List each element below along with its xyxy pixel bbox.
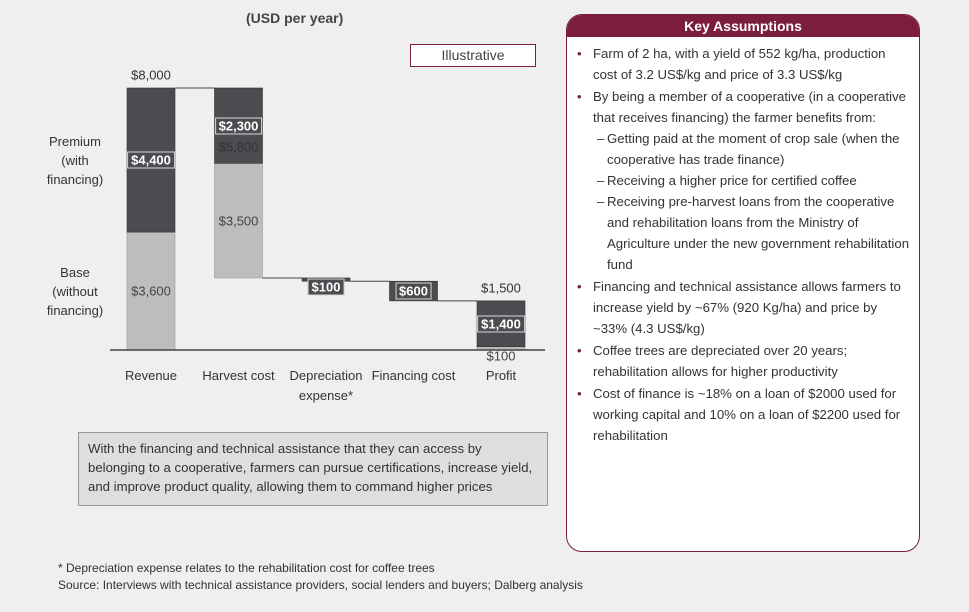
series-label: Base (without financing) [46,265,104,319]
assumption: Financing and technical assistance allow… [577,276,911,339]
annotation: Illustrative [410,44,536,67]
sub-assumption: Receiving a higher price for certified c… [597,170,911,191]
assumption: By being a member of a cooperative (in a… [577,86,911,275]
total-label: $8,000 [131,67,171,83]
assumption-text: Cost of finance is ~18% on a loan of $20… [593,386,901,443]
assumption-text: Farm of 2 ha, with a yield of 552 kg/ha,… [593,46,886,82]
value-label: $2,300 [214,117,263,135]
series-label: Premium (with financing) [46,134,104,188]
value-label: $4,400 [127,151,175,169]
assumption-text: By being a member of a cooperative (in a… [593,89,907,125]
sub-assumption: Receiving pre-harvest loans from the coo… [597,191,911,275]
x-tick-label: Profit [485,368,517,383]
total-label: $5,800 [218,139,259,155]
assumption: Coffee trees are depreciated over 20 yea… [577,340,911,382]
value-label: $3,600 [131,283,171,299]
x-tick-label: Harvest cost [202,368,275,383]
assumption: Cost of finance is ~18% on a loan of $20… [577,383,911,446]
sub-assumption: Getting paid at the moment of crop sale … [597,128,911,170]
assumption-text: Financing and technical assistance allow… [593,279,901,336]
value-label: $100 [307,278,345,296]
footnote: * Depreciation expense relates to the re… [58,561,435,575]
total-label: $1,500 [481,280,521,296]
assumption: Farm of 2 ha, with a yield of 552 kg/ha,… [577,43,911,85]
x-tick-label: Revenue [124,368,178,383]
value-label: $600 [395,282,432,300]
panel-title: Key Assumptions [567,15,919,37]
x-tick-label: Financing cost [371,368,456,383]
x-tick-label: Depreciation expense* [289,368,363,403]
key-assumptions-panel: Key Assumptions Farm of 2 ha, with a yie… [566,14,920,552]
value-label: $100 [486,348,516,364]
source: Source: Interviews with technical assist… [58,578,583,592]
value-label: $1,400 [477,315,525,333]
assumption-text: Coffee trees are depreciated over 20 yea… [593,343,848,379]
sub-list: Getting paid at the moment of crop sale … [593,128,911,275]
bar-segment [126,231,176,351]
value-label: $3,500 [218,213,259,229]
callout: With the financing and technical assista… [78,432,548,506]
assumption-list: Farm of 2 ha, with a yield of 552 kg/ha,… [567,43,919,446]
chart-subtitle: (USD per year) [246,10,344,26]
